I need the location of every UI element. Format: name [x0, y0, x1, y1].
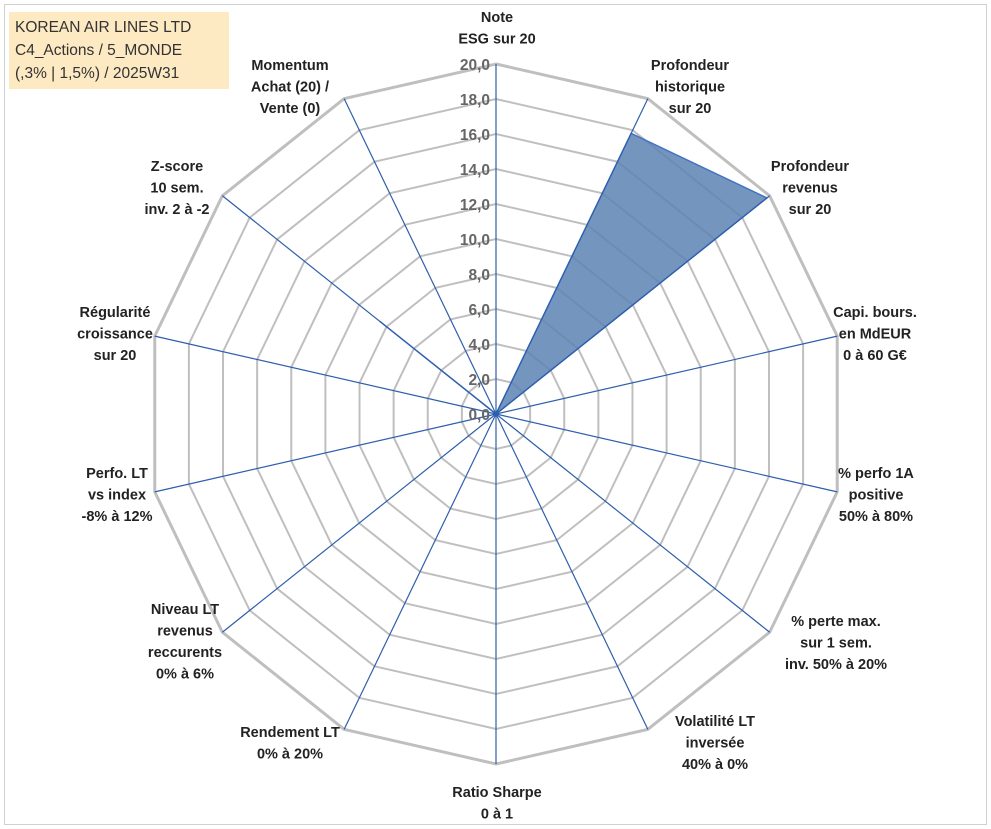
tick-label-10: 20,0 [460, 57, 490, 74]
tick-label-4: 8,0 [468, 267, 490, 284]
axis-label-line: 0% à 20% [257, 747, 323, 763]
axis-spoke-2 [495, 195, 771, 415]
axis-label-line: vs index [88, 488, 146, 504]
axis-label-line: inv. 2 à -2 [144, 202, 209, 218]
axis-spoke-12 [221, 195, 497, 415]
axis-label-line: Volatilité LT [675, 714, 755, 730]
axis-label-line: revenus [782, 181, 838, 197]
tick-label-0: 0,0 [468, 407, 490, 424]
axis-label-line: Rendement LT [240, 725, 340, 741]
axis-label-1: Profondeur historique sur 20 [651, 58, 729, 117]
info-box: KOREAN AIR LINES LTD C4_Actions / 5_MOND… [9, 12, 229, 89]
axis-label-line: Z-score [151, 159, 203, 175]
axis-label-4: % perfo 1A positive 50% à 80% [838, 466, 914, 525]
axis-label-line: 50% à 80% [839, 509, 913, 525]
axis-label-line: sur 1 sem. [800, 636, 872, 652]
axis-label-line: inversée [686, 736, 745, 752]
axis-spoke-11 [154, 335, 497, 415]
axis-spoke-10 [154, 413, 497, 493]
tick-label-1: 2,0 [468, 372, 490, 389]
tick-label-9: 18,0 [460, 92, 490, 109]
tick-label-6: 12,0 [460, 197, 490, 214]
axis-label-12: Z-score 10 sem. inv. 2 à -2 [144, 159, 209, 218]
axis-label-line: Vente (0) [260, 101, 321, 117]
axis-spoke-5 [495, 413, 771, 633]
axis-label-2: Profondeur revenus sur 20 [771, 159, 849, 218]
axis-label-line: 10 sem. [150, 181, 203, 197]
axis-label-line: revenus [157, 624, 213, 640]
info-period: (,3% | 1,5%) / 2025W31 [15, 65, 180, 82]
axis-label-line: reccurents [148, 645, 222, 661]
axis-label-13: Momentum Achat (20) / Vente (0) [251, 58, 329, 117]
axis-label-11: Régularité croissance sur 20 [77, 305, 153, 364]
axis-label-line: Profondeur [771, 159, 849, 175]
axis-label-line: Achat (20) / [251, 80, 329, 96]
axis-label-line: positive [849, 488, 904, 504]
axis-label-line: Perfo. LT [86, 466, 148, 482]
axis-label-line: Ratio Sharpe [452, 785, 541, 801]
axis-label-10: Perfo. LT vs index -8% à 12% [82, 466, 153, 525]
axis-label-7: Ratio Sharpe 0 à 1 [452, 785, 541, 823]
axis-label-line: Niveau LT [151, 602, 219, 618]
axis-label-8: Rendement LT 0% à 20% [240, 725, 340, 763]
axis-label-line: croissance [77, 327, 153, 343]
axis-label-line: 40% à 0% [682, 757, 748, 773]
axis-label-3: Capi. bours. en MdEUR 0 à 60 G€ [833, 305, 917, 364]
axis-label-line: sur 20 [789, 202, 832, 218]
tick-label-2: 4,0 [468, 337, 490, 354]
axis-label-line: inv. 50% à 20% [785, 657, 887, 673]
axis-label-line: 0% à 6% [156, 667, 214, 683]
data-series-area [379, 132, 769, 416]
axis-label-line: sur 20 [669, 101, 712, 117]
info-company: KOREAN AIR LINES LTD [15, 19, 192, 36]
axis-label-9: Niveau LT revenus reccurents 0% à 6% [148, 602, 222, 683]
axis-label-line: Note [481, 10, 513, 26]
tick-label-3: 6,0 [468, 302, 490, 319]
axis-label-line: ESG sur 20 [458, 32, 535, 48]
tick-label-8: 16,0 [460, 127, 490, 144]
axis-label-line: % perfo 1A [838, 466, 914, 482]
info-category: C4_Actions / 5_MONDE [15, 42, 183, 59]
axis-spoke-13 [343, 98, 497, 415]
tick-label-5: 10,0 [460, 232, 490, 249]
axis-label-line: Capi. bours. [833, 305, 917, 321]
axis-label-6: Volatilité LT inversée 40% à 0% [675, 714, 755, 773]
axis-label-5: % perte max. sur 1 sem. inv. 50% à 20% [785, 614, 887, 673]
axis-label-line: % perte max. [791, 614, 880, 630]
axis-label-0: Note ESG sur 20 [458, 10, 535, 48]
axis-spoke-4 [495, 413, 838, 493]
axis-label-line: 0 à 60 G€ [843, 348, 907, 364]
axis-label-line: historique [655, 80, 725, 96]
axis-label-line: Momentum [251, 58, 328, 74]
axis-label-line: sur 20 [94, 348, 137, 364]
axis-spoke-8 [343, 413, 497, 730]
axis-spoke-3 [495, 335, 838, 415]
axis-label-line: -8% à 12% [82, 509, 153, 525]
axis-spoke-6 [495, 413, 649, 730]
axis-spoke-1 [495, 98, 649, 415]
axis-label-line: 0 à 1 [481, 807, 513, 823]
axis-spoke-9 [221, 413, 497, 633]
tick-label-7: 14,0 [460, 162, 490, 179]
axis-label-line: Régularité [80, 305, 151, 321]
axis-label-line: Profondeur [651, 58, 729, 74]
axis-label-line: en MdEUR [839, 327, 912, 343]
